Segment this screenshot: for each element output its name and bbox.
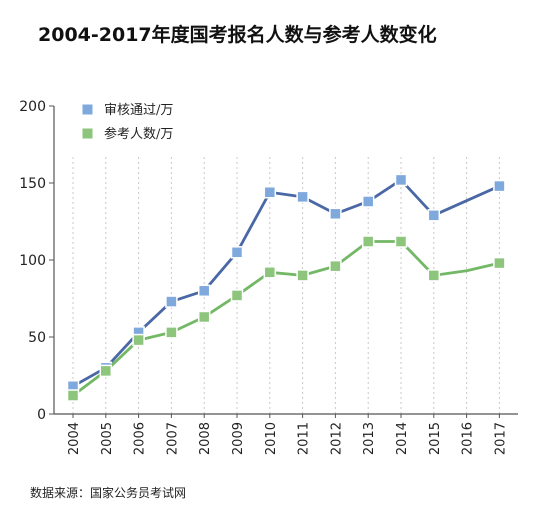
data-point xyxy=(263,185,277,199)
x-tick-label: 2007 xyxy=(165,422,180,455)
x-tick-label: 2011 xyxy=(297,422,312,455)
series-line-2 xyxy=(72,240,500,397)
data-point xyxy=(165,295,178,308)
data-point xyxy=(329,259,342,273)
x-tick-label: 2006 xyxy=(133,422,148,455)
data-point xyxy=(427,269,441,282)
data-point xyxy=(197,284,211,298)
x-tick-label: 2013 xyxy=(362,422,377,455)
legend-label: 审核通过/万 xyxy=(104,103,173,118)
legend-marker xyxy=(81,127,94,140)
x-tick-label: 2010 xyxy=(264,422,279,455)
legend-marker xyxy=(81,103,94,116)
data-point xyxy=(361,195,375,208)
data-point xyxy=(132,333,145,347)
data-point xyxy=(197,310,211,324)
data-point xyxy=(427,209,441,222)
data-point xyxy=(361,235,375,248)
source-note: 数据来源：国家公务员考试网 xyxy=(30,486,187,500)
x-tick-label: 2012 xyxy=(329,422,344,455)
legend-label: 参考人数/万 xyxy=(104,126,173,142)
x-tick-label: 2017 xyxy=(493,422,508,455)
data-point xyxy=(66,389,80,402)
x-tick-label: 2008 xyxy=(198,422,213,455)
x-tick-label: 2014 xyxy=(395,422,410,455)
data-point xyxy=(99,364,113,378)
y-tick-label: 200 xyxy=(19,99,46,115)
data-point xyxy=(263,266,277,279)
chart-title: 2004-2017年度国考报名人数与参考人数变化 xyxy=(38,24,437,46)
x-tick-label: 2015 xyxy=(428,422,443,455)
data-point xyxy=(329,207,342,221)
data-point xyxy=(296,269,309,282)
data-point xyxy=(394,173,408,187)
data-point xyxy=(230,246,244,259)
data-point xyxy=(230,289,244,302)
data-point xyxy=(394,235,408,248)
x-tick-label: 2005 xyxy=(100,422,115,455)
y-tick-label: 150 xyxy=(19,176,46,192)
data-point xyxy=(493,179,506,193)
y-tick-label: 100 xyxy=(19,253,46,269)
data-point xyxy=(296,190,309,204)
data-point xyxy=(165,326,178,339)
y-tick-label: 50 xyxy=(28,330,46,346)
data-point xyxy=(493,256,506,270)
x-tick-label: 2004 xyxy=(67,422,82,455)
x-tick-label: 2009 xyxy=(231,422,246,455)
x-tick-label: 2016 xyxy=(461,422,476,455)
y-tick-label: 0 xyxy=(37,407,46,423)
